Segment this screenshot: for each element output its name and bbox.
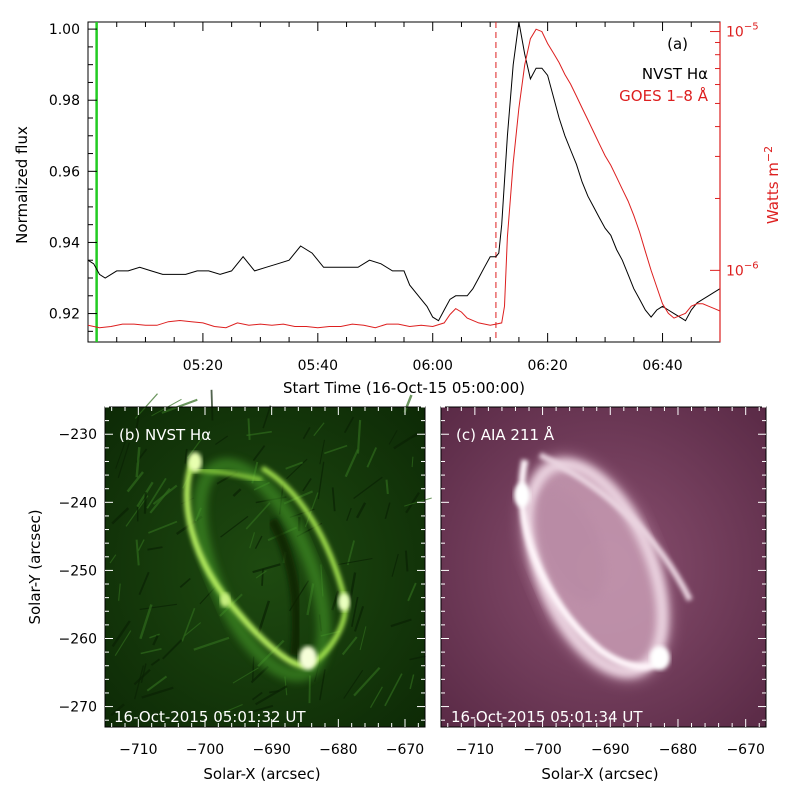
- image-x-tick-label: −670: [386, 742, 424, 758]
- panel-c-x-axis-label: Solar-X (arcsec): [541, 765, 658, 783]
- y-tick-label: 0.92: [49, 307, 80, 323]
- x-axis-label: Start Time (16-Oct-15 05:00:00): [283, 379, 525, 397]
- y-tick-label: 0.96: [49, 164, 80, 180]
- image-y-tick-label: −270: [59, 700, 97, 716]
- y2-axis-label-exp: −2: [762, 146, 775, 162]
- panel-c-label: (c) AIA 211 Å: [456, 425, 555, 444]
- image-y-tick-label: −260: [59, 631, 97, 647]
- series-goes-line: [87, 28, 721, 329]
- image-y-tick-label: −240: [59, 495, 97, 511]
- axis-tick-labels: 05:20 05:40 06:00 06:20 06:40 0.92 0.94 0.96 0.9…: [49, 22, 759, 374]
- nvst-flare-ribbons: [184, 452, 350, 682]
- axis-ticks: [87, 22, 721, 342]
- x-tick-label: 06:40: [642, 358, 682, 374]
- image-x-tick-label: −680: [319, 742, 357, 758]
- image-x-tick-label: −680: [659, 742, 697, 758]
- x-tick-label: 05:40: [298, 358, 338, 374]
- image-x-tick-label: −700: [523, 742, 561, 758]
- panel-b-label: (b) NVST Hα: [119, 426, 211, 444]
- x-tick-label: 06:20: [527, 358, 567, 374]
- panel-c: (c) AIA 211 Å 16-Oct-2015 05:01:34 UT −7…: [440, 406, 767, 783]
- image-x-tick-label: −670: [726, 742, 764, 758]
- y2-axis-label: Watts m−2: [762, 146, 782, 224]
- image-y-tick-label: −230: [59, 427, 97, 443]
- panel-b-y-axis-label: Solar-Y (arcsec): [26, 509, 44, 624]
- panel-b-timestamp: 16-Oct-2015 05:01:32 UT: [114, 708, 306, 726]
- panel-a-label: (a): [667, 35, 688, 53]
- panel-b-ticks: −710 −700 −690 −680 −670 −230 −240 −250 −260 −270: [59, 406, 425, 758]
- legend-goes: GOES 1–8 Å: [619, 86, 709, 105]
- plot-frame: [87, 21, 721, 343]
- panel-c-timestamp: 16-Oct-2015 05:01:34 UT: [451, 708, 643, 726]
- image-x-tick-label: −710: [456, 742, 494, 758]
- y2-axis-label-text: Watts m: [764, 162, 782, 224]
- y-tick-label: 0.94: [49, 235, 80, 251]
- image-x-tick-label: −690: [252, 742, 290, 758]
- nvst-image-background: [105, 407, 425, 727]
- image-x-tick-label: −700: [186, 742, 224, 758]
- panel-a: 05:20 05:40 06:00 06:20 06:40 0.92 0.94 0.96 0.9…: [13, 21, 782, 397]
- x-tick-label: 05:20: [183, 358, 223, 374]
- image-x-tick-label: −690: [591, 742, 629, 758]
- panel-c-ticks: −710 −700 −690 −680 −670: [441, 406, 766, 758]
- image-y-tick-label: −250: [59, 563, 97, 579]
- y2-tick-label: 10−5: [726, 22, 759, 41]
- y-axis-label: Normalized flux: [13, 126, 31, 244]
- panel-b-frame: [104, 406, 426, 728]
- y-tick-label: 1.00: [49, 22, 80, 38]
- panel-c-frame: [440, 406, 767, 728]
- legend-nvst: NVST Hα: [642, 65, 708, 83]
- aia-flare-loops: [514, 452, 693, 680]
- y2-tick-label: 10−6: [726, 260, 759, 279]
- panel-b: (b) NVST Hα 16-Oct-2015 05:01:32 UT −710…: [26, 389, 432, 783]
- panel-b-x-axis-label: Solar-X (arcsec): [203, 765, 320, 783]
- image-x-tick-label: −710: [119, 742, 157, 758]
- x-tick-label: 06:00: [413, 358, 453, 374]
- series-nvst-line: [87, 21, 721, 322]
- y-tick-label: 0.98: [49, 93, 80, 109]
- plot-lines: [87, 21, 721, 342]
